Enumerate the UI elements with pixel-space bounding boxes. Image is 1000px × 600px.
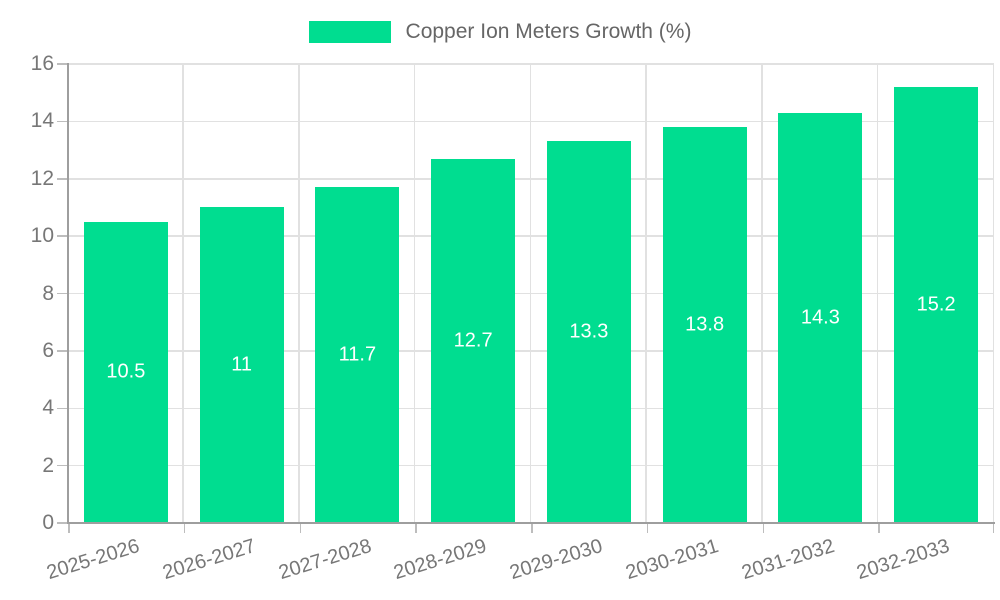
x-axis-label: 2031-2032	[738, 535, 837, 585]
bar-value-label: 10.5	[106, 360, 146, 383]
gridline-v	[645, 64, 647, 523]
bar: 15.2	[894, 86, 979, 523]
bar: 14.3	[778, 112, 863, 523]
y-axis-label: 8	[42, 281, 54, 305]
y-axis-label: 6	[42, 338, 54, 362]
x-tick	[762, 523, 764, 533]
y-tick	[57, 407, 67, 409]
x-axis-labels: 2025-2026 2026-2027 2027-2028 2028-2029 2029…	[44, 529, 994, 599]
gridline-v	[298, 64, 300, 523]
x-tick	[531, 523, 533, 533]
y-axis-label: 0	[42, 511, 54, 534]
x-axis-label: 2030-2031	[623, 535, 722, 585]
x-axis-label: 2032-2033	[854, 535, 953, 585]
plot-area: 10.5 11 11.7 12.7 13.3 13.8 14.3 15.2	[57, 63, 995, 533]
y-tick	[57, 120, 67, 123]
gridline-h	[68, 178, 994, 180]
bar-value-label: 12.7	[453, 329, 493, 352]
x-axis-label: 2027-2028	[275, 535, 374, 585]
gridline-h	[68, 120, 994, 123]
x-tick	[878, 523, 880, 533]
bar-value-label: 15.2	[916, 293, 956, 316]
gridline-v	[876, 64, 879, 523]
x-axis-label: 2028-2029	[391, 535, 490, 585]
x-axis-label: 2029-2030	[507, 535, 606, 585]
x-tick	[992, 523, 994, 533]
x-axis-line	[67, 522, 995, 524]
y-tick	[57, 63, 67, 65]
y-axis-line	[67, 63, 69, 524]
bar: 10.5	[83, 221, 168, 523]
gridline-h	[68, 63, 994, 65]
gridline-h	[68, 235, 994, 237]
bar: 11	[199, 207, 284, 523]
bar: 13.8	[662, 127, 747, 523]
y-axis-labels: 0 2 4 6 8 10 12 14 16	[0, 52, 54, 534]
gridline-h	[68, 292, 994, 295]
x-axis-label: 2026-2027	[160, 535, 259, 585]
y-tick	[57, 350, 67, 352]
y-axis-label: 14	[30, 109, 54, 133]
x-tick	[415, 523, 417, 533]
gridline-h	[68, 350, 994, 352]
bar-value-label: 13.8	[685, 313, 725, 336]
y-axis-label: 2	[42, 453, 54, 477]
y-tick	[57, 464, 67, 467]
y-tick	[57, 292, 67, 295]
gridline-v	[761, 64, 763, 523]
y-axis-label: 12	[30, 166, 54, 190]
x-tick	[646, 523, 649, 533]
y-tick	[57, 235, 67, 237]
x-tick	[299, 523, 301, 533]
bar: 13.3	[546, 141, 631, 523]
y-axis-label: 4	[42, 396, 54, 420]
bar-value-label: 14.3	[800, 306, 840, 329]
bar-value-label: 11	[231, 353, 252, 376]
legend-label: Copper Ion Meters Growth (%)	[405, 20, 692, 43]
y-axis-label: 10	[30, 224, 54, 248]
gridline-v	[992, 64, 994, 523]
bar: 12.7	[431, 158, 516, 523]
y-tick	[57, 178, 67, 180]
x-tick	[68, 523, 70, 533]
y-tick	[57, 522, 67, 524]
gridline-v	[529, 64, 531, 523]
legend-swatch	[308, 21, 391, 43]
x-axis-label: 2025-2026	[44, 535, 143, 585]
legend: Copper Ion Meters Growth (%)	[0, 20, 1000, 44]
bar-value-label: 13.3	[569, 320, 609, 343]
x-tick	[183, 523, 186, 533]
bar-value-label: 11.7	[338, 343, 377, 366]
bar: 11.7	[315, 187, 400, 523]
y-axis-label: 16	[30, 52, 54, 75]
gridline-v	[182, 64, 184, 523]
gridline-v	[413, 64, 416, 523]
gridline-h	[68, 464, 994, 467]
gridline-h	[68, 407, 994, 409]
